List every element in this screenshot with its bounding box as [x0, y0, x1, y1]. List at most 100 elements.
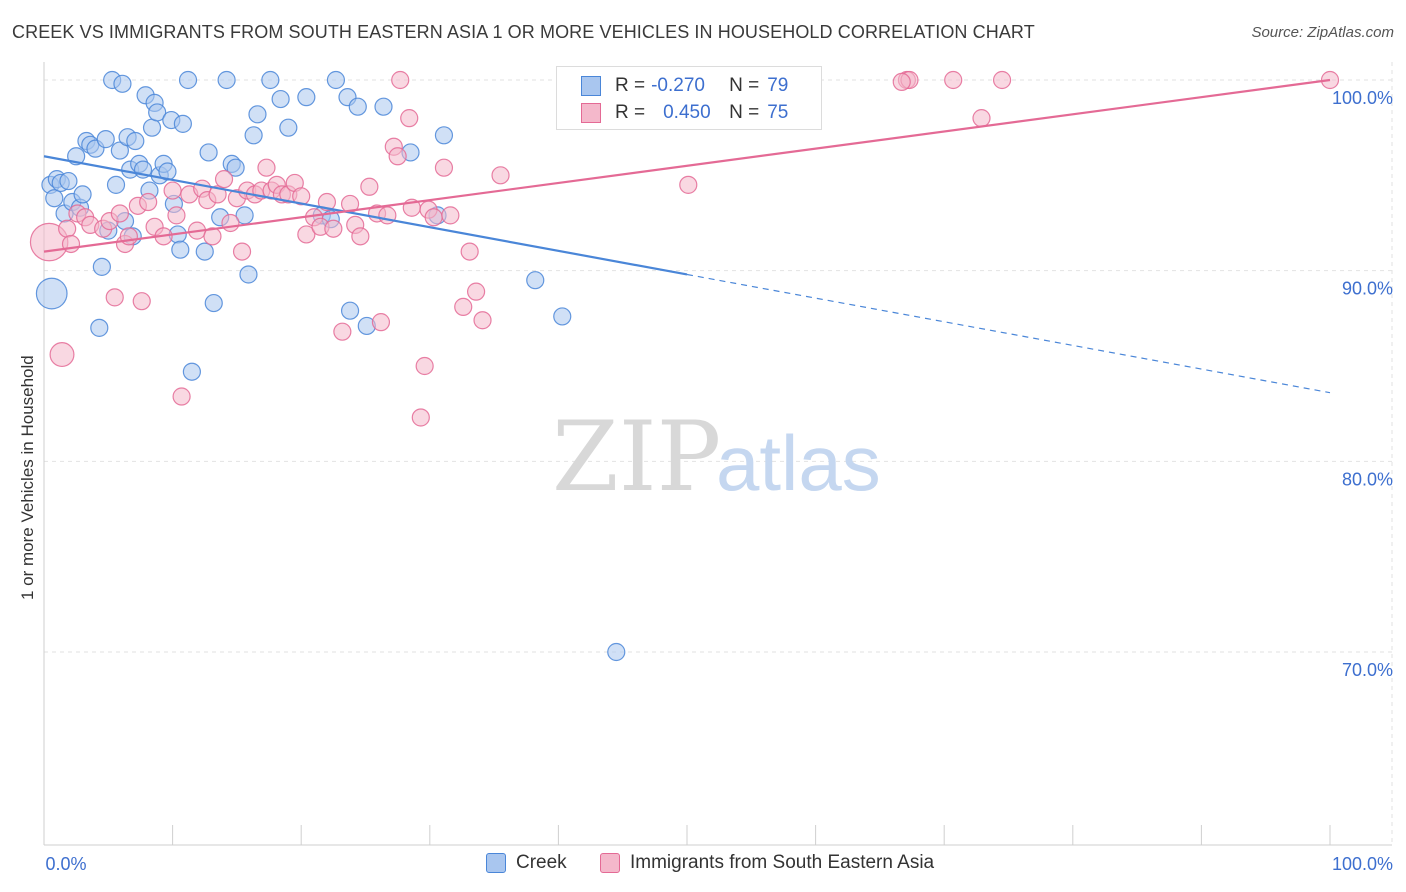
immigrant-point: [110, 204, 129, 223]
chart-title: CREEK VS IMMIGRANTS FROM SOUTH EASTERN A…: [12, 22, 1035, 42]
y-tick-label: 80.0%: [1342, 469, 1393, 489]
immigrant-point: [61, 234, 81, 254]
creek-legend-label: Creek: [516, 852, 567, 873]
watermark-zip: ZIP: [552, 401, 721, 513]
immigrant-point: [992, 70, 1012, 90]
tick-labels: 100.0% 90.0% 80.0% 70.0% 0.0% 100.0%: [45, 88, 1393, 874]
creek-point: [326, 70, 346, 90]
immigrant-point: [221, 213, 240, 233]
creek-point: [553, 307, 572, 326]
immigrant-point: [297, 225, 316, 244]
immigrant-point: [208, 185, 227, 204]
creek-point: [59, 171, 78, 191]
immigrant-point: [203, 227, 222, 246]
immigrant-point: [163, 181, 182, 200]
immigrant-point: [491, 166, 510, 185]
immigrant-point: [391, 70, 410, 90]
immigrants-legend-label: Immigrants from South Eastern Asia: [630, 852, 935, 873]
creek-point: [348, 97, 367, 116]
creek-point: [182, 362, 201, 381]
creek-point: [248, 105, 267, 124]
immigrant-point: [214, 170, 234, 189]
creek-point: [204, 293, 223, 313]
immigrant-point: [441, 206, 460, 225]
creek-point: [110, 141, 129, 160]
creek-points: [35, 70, 626, 662]
creek-point: [244, 126, 263, 145]
immigrants-n-label: N =: [729, 102, 760, 123]
immigrant-point: [400, 109, 419, 128]
creek-point: [279, 118, 298, 137]
immigrant-point: [371, 313, 391, 332]
creek-point: [45, 189, 64, 208]
source-label: Source: ZipAtlas.com: [1251, 24, 1394, 41]
immigrant-point: [892, 72, 911, 92]
immigrant-point: [105, 288, 124, 307]
legend-item-creek[interactable]: Creek: [486, 852, 567, 874]
legend-row-creek: R = -0.270 N = 79: [581, 74, 788, 98]
immigrant-point: [415, 356, 434, 376]
creek-point: [261, 70, 280, 90]
legend-item-immigrants[interactable]: Immigrants from South Eastern Asia: [600, 852, 934, 874]
immigrant-point: [454, 297, 473, 316]
immigrant-point: [424, 208, 443, 227]
y-axis-title: 1 or more Vehicles in Household: [18, 355, 37, 600]
creek-point: [434, 126, 454, 145]
immigrant-point: [434, 158, 454, 177]
immigrant-point: [257, 158, 276, 177]
creek-point: [173, 114, 192, 133]
creek-point: [126, 131, 145, 151]
y-tick-label: 90.0%: [1342, 279, 1393, 299]
immigrant-point: [232, 242, 252, 261]
creek-point: [271, 89, 290, 109]
creek-point: [73, 185, 92, 204]
immigrant-point: [139, 192, 158, 212]
creek-swatch: [581, 76, 601, 96]
creek-point: [96, 130, 115, 149]
immigrant-point: [49, 342, 75, 368]
immigrant-point: [324, 219, 343, 238]
watermark-atlas: atlas: [716, 419, 881, 507]
immigrant-point: [167, 206, 186, 225]
immigrant-point: [292, 187, 311, 206]
creek-point: [340, 301, 360, 320]
creek-point: [374, 97, 393, 116]
creek-trend-extension: [686, 273, 1331, 394]
creek-n-label: N =: [729, 75, 760, 96]
series-legend: Creek Immigrants from South Eastern Asia: [0, 852, 1406, 878]
immigrant-point: [944, 70, 963, 90]
legend-row-immigrants: R = 0.450 N = 75: [581, 101, 788, 125]
creek-point: [106, 175, 126, 194]
creek-r-value: -0.270: [651, 75, 705, 96]
creek-point: [195, 242, 214, 261]
creek-point: [226, 158, 245, 177]
immigrant-point: [333, 322, 352, 341]
creek-point: [142, 118, 162, 137]
immigrants-r-value: 0.450: [663, 102, 711, 123]
creek-point: [178, 70, 198, 90]
immigrants-swatch: [581, 103, 601, 123]
immigrant-point: [132, 292, 151, 311]
immigrants-n-value: 75: [767, 102, 789, 123]
immigrant-point: [351, 227, 370, 246]
y-tick-label: 70.0%: [1342, 660, 1393, 680]
creek-point: [148, 103, 167, 122]
creek-point: [297, 88, 316, 107]
creek-trend-line: [43, 155, 688, 276]
immigrant-point: [317, 192, 337, 212]
creek-point: [239, 265, 258, 284]
creek-point: [90, 318, 109, 337]
immigrant-point: [58, 219, 77, 238]
immigrant-point: [466, 282, 486, 301]
creek-point: [526, 271, 545, 290]
immigrants-r-label: R =: [615, 102, 646, 123]
axes: [43, 62, 1392, 846]
immigrants-trend-line: [43, 78, 1331, 253]
creek-legend-swatch: [486, 853, 506, 873]
creek-point: [199, 143, 218, 162]
trend-lines: [43, 78, 1331, 394]
immigrant-point: [679, 175, 698, 194]
creek-point: [607, 642, 626, 662]
immigrant-point: [119, 227, 138, 246]
